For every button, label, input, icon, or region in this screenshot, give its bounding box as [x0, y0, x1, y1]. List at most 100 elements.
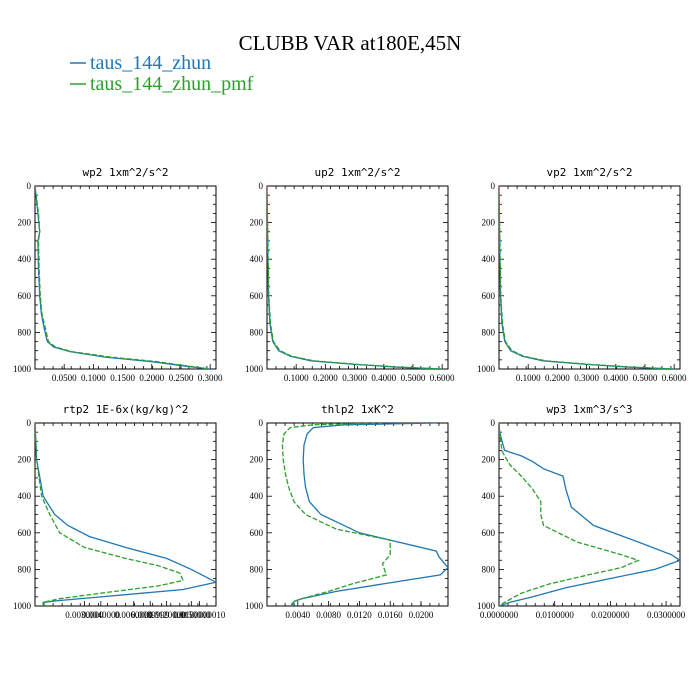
y-tick-label: 0 [491, 181, 496, 191]
y-tick-label: 0 [259, 418, 264, 428]
x-tick-label: 0.0080 [316, 610, 341, 620]
panel-1: up2 1xm^2/s^2 0 200 400 600 800 1000 0.1000 0.20… [245, 166, 455, 383]
y-tick-label: 400 [18, 254, 32, 264]
x-tick-label: 0.1500 [110, 373, 135, 383]
x-tick-label: 0.3000 [198, 373, 223, 383]
y-tick-label: 1000 [245, 364, 264, 374]
y-tick-label: 200 [18, 455, 32, 465]
x-tick-label: 0.0300000 [647, 610, 686, 620]
panel-title: wp3 1xm^3/s^3 [546, 403, 632, 416]
x-tick-label: 0.0089999 [131, 610, 170, 620]
series-line-zhun [267, 186, 443, 369]
y-tick-label: 600 [250, 291, 264, 301]
plot-frame [266, 185, 449, 370]
series-line-zhun [35, 186, 211, 369]
y-tick-label: 0 [27, 181, 32, 191]
y-tick-label: 1000 [13, 364, 32, 374]
y-tick-label: 1000 [13, 601, 32, 611]
x-tick-label: 0.0060000 [115, 610, 154, 620]
x-tick-label: 0.2000 [545, 373, 570, 383]
y-tick-label: 200 [482, 455, 496, 465]
panels-grid: wp2 1xm^2/s^2 0 200 400 600 800 1000 0.0500 0.10… [13, 166, 687, 620]
y-tick-label: 400 [18, 491, 32, 501]
x-tick-label: 0.0030000 [65, 610, 104, 620]
y-tick-label: 600 [482, 528, 496, 538]
x-tick-label: 0.2000 [139, 373, 164, 383]
x-tick-label: 0.0160 [378, 610, 403, 620]
y-tick-label: 200 [250, 455, 264, 465]
legend-label-1: taus_144_zhun_pmf [90, 73, 254, 95]
x-tick-label: 0.0180000010 [174, 610, 226, 620]
y-tick-label: 800 [482, 327, 496, 337]
x-tick-label: 0.1000 [516, 373, 541, 383]
legend: taus_144_zhun taus_144_zhun_pmf [70, 52, 254, 95]
y-tick-label: 400 [250, 491, 264, 501]
x-tick-label: 0.0200 [409, 610, 434, 620]
legend-label-0: taus_144_zhun [90, 52, 211, 74]
y-tick-label: 200 [482, 218, 496, 228]
y-tick-label: 800 [250, 327, 264, 337]
y-tick-label: 600 [18, 528, 32, 538]
plot-frame [498, 185, 681, 370]
y-tick-label: 200 [18, 218, 32, 228]
series-line-zhun-pmf [35, 186, 211, 369]
x-tick-label: 0.3000 [342, 373, 367, 383]
plot-frame [34, 422, 217, 607]
series-line-zhun [499, 423, 680, 606]
y-tick-label: 600 [18, 291, 32, 301]
series-line-zhun [291, 423, 448, 606]
y-tick-label: 1000 [245, 601, 264, 611]
plot-frame [34, 185, 217, 370]
y-tick-label: 200 [250, 218, 264, 228]
y-tick-label: 0 [259, 181, 264, 191]
panel-title: up2 1xm^2/s^2 [314, 166, 400, 179]
x-tick-label: 0.0500 [52, 373, 77, 383]
panel-title: vp2 1xm^2/s^2 [546, 166, 632, 179]
panel-3: rtp2 1E-6x(kg/kg)^2 0 200 400 600 800 1000 0.00… [13, 403, 226, 620]
x-tick-label: 0.4000 [603, 373, 628, 383]
plot-frame [498, 422, 681, 607]
panel-title: rtp2 1E-6x(kg/kg)^2 [63, 403, 189, 416]
x-tick-label: 0.6000 [662, 373, 687, 383]
y-tick-label: 600 [250, 528, 264, 538]
panel-title: thlp2 1xK^2 [321, 403, 394, 416]
series-line-zhun-pmf [35, 423, 185, 606]
series-line-zhun [499, 186, 675, 369]
y-tick-label: 1000 [477, 364, 496, 374]
y-tick-label: 400 [482, 491, 496, 501]
x-tick-label: 0.0120 [347, 610, 372, 620]
x-tick-label: 0.1000 [81, 373, 106, 383]
y-tick-label: 0 [27, 418, 32, 428]
x-tick-label: 0.1000 [284, 373, 309, 383]
x-tick-label: 0.0150000 [172, 610, 211, 620]
series-line-zhun [35, 423, 216, 606]
y-tick-label: 800 [250, 564, 264, 574]
x-tick-label: 0.0040 [285, 610, 310, 620]
panel-4: thlp2 1xK^2 0 200 400 600 800 1000 0.0040 0.0080… [245, 403, 449, 620]
x-tick-label: 0.6000 [430, 373, 455, 383]
y-tick-label: 400 [250, 254, 264, 264]
y-tick-label: 800 [482, 564, 496, 574]
x-tick-label: 0.0000000 [480, 610, 519, 620]
y-tick-label: 800 [18, 327, 32, 337]
y-tick-label: 400 [482, 254, 496, 264]
y-tick-label: 600 [482, 291, 496, 301]
x-tick-label: 0.3000 [574, 373, 599, 383]
x-tick-label: 0.0120000 [148, 610, 187, 620]
x-tick-label: 0.2000 [313, 373, 338, 383]
panel-2: vp2 1xm^2/s^2 0 200 400 600 800 1000 0.1000 0.20… [477, 166, 687, 383]
series-line-zhun-pmf [267, 186, 443, 369]
panel-5: wp3 1xm^3/s^3 0 200 400 600 800 10000.0000000 0… [477, 403, 686, 620]
panel-title: wp2 1xm^2/s^2 [82, 166, 168, 179]
x-tick-label: 0.0200000 [591, 610, 630, 620]
x-tick-label: 0.2500 [169, 373, 194, 383]
y-tick-label: 0 [491, 418, 496, 428]
series-line-zhun-pmf [499, 423, 641, 606]
figure-title: CLUBB VAR at180E,45N [239, 31, 462, 55]
series-line-zhun-pmf [281, 423, 391, 606]
y-tick-label: 800 [18, 564, 32, 574]
panel-0: wp2 1xm^2/s^2 0 200 400 600 800 1000 0.0500 0.10… [13, 166, 223, 383]
series-line-zhun-pmf [499, 186, 675, 369]
x-tick-label: 0.5000 [633, 373, 658, 383]
